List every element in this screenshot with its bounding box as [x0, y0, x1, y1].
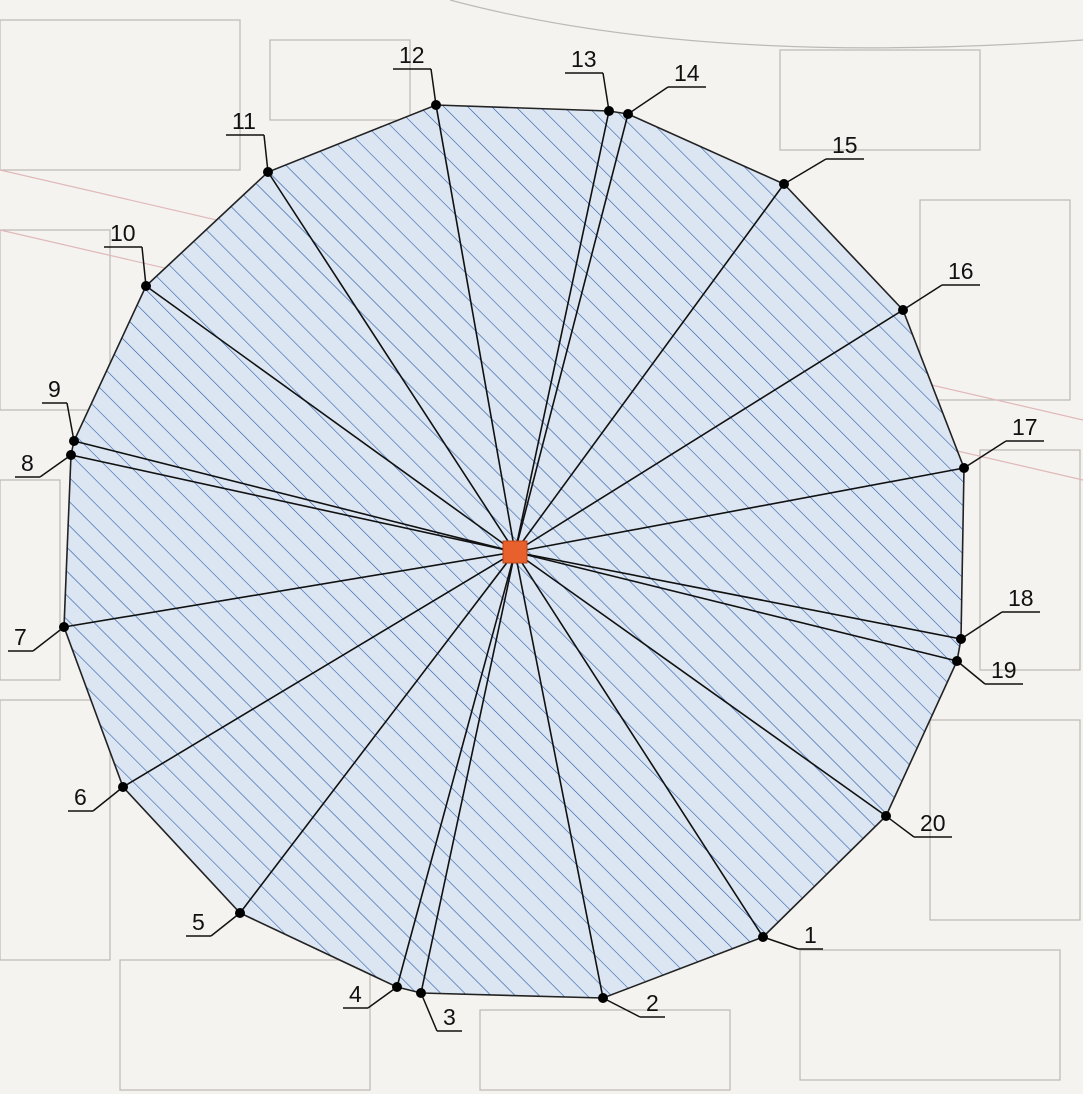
point [263, 167, 273, 177]
point-label: 19 [991, 657, 1017, 683]
ray [435, 104, 516, 553]
point [959, 463, 969, 473]
point-label: 6 [74, 784, 87, 810]
point-label: 12 [399, 42, 425, 68]
label-leader [210, 912, 241, 937]
point-label: 15 [832, 132, 858, 158]
point [956, 634, 966, 644]
point [623, 109, 633, 119]
label-leader [762, 936, 799, 950]
point-label: 14 [674, 60, 700, 86]
point [392, 982, 402, 992]
ray [514, 551, 887, 817]
label-leader [783, 158, 827, 185]
point-label: 5 [192, 909, 205, 935]
label-leader [39, 454, 72, 478]
point [431, 100, 441, 110]
point-label: 16 [948, 258, 974, 284]
label-leader [602, 997, 641, 1018]
point-label: 3 [443, 1004, 456, 1030]
point-label: 7 [14, 624, 27, 650]
point-label: 8 [21, 450, 34, 476]
ray [63, 551, 516, 628]
ray [145, 285, 516, 553]
label-leader [963, 440, 1007, 469]
label-leader [32, 626, 65, 652]
ray [396, 551, 516, 988]
ray [514, 551, 604, 999]
ray [514, 551, 764, 938]
point-label: 4 [349, 981, 362, 1007]
label-leader [92, 786, 124, 812]
point [141, 281, 151, 291]
label-leader [956, 660, 986, 685]
point [66, 450, 76, 460]
label-leader [367, 986, 398, 1009]
point-label: 17 [1012, 414, 1038, 440]
ray [514, 551, 958, 662]
label-leader [141, 246, 147, 287]
label-leader [627, 86, 669, 115]
point [118, 782, 128, 792]
point [604, 106, 614, 116]
point [881, 811, 891, 821]
point [952, 656, 962, 666]
label-leader [960, 611, 1003, 640]
ray [73, 440, 516, 553]
ray [514, 309, 904, 553]
point [758, 932, 768, 942]
label-leader [885, 815, 915, 838]
point [69, 436, 79, 446]
point-label: 18 [1008, 585, 1034, 611]
point [779, 179, 789, 189]
point-label: 9 [48, 376, 61, 402]
point-label: 13 [571, 46, 597, 72]
ray [70, 454, 516, 553]
label-leader [263, 134, 269, 173]
ray [267, 171, 516, 553]
ray [514, 113, 629, 553]
point [898, 305, 908, 315]
ray [514, 551, 962, 640]
ray [122, 551, 516, 788]
point [235, 908, 245, 918]
ray [514, 110, 610, 553]
point [416, 988, 426, 998]
label-leader [602, 72, 610, 112]
label-leader [430, 68, 437, 106]
zone [63, 104, 965, 999]
point [598, 993, 608, 1003]
center-marker [502, 540, 528, 564]
ray [239, 551, 516, 914]
label-leader [902, 284, 943, 311]
label-leader [420, 992, 438, 1032]
ray [420, 551, 516, 994]
point-label: 20 [920, 810, 946, 836]
point [59, 622, 69, 632]
point-label: 1 [804, 922, 817, 948]
point-label: 2 [646, 990, 659, 1016]
point-label: 11 [232, 108, 256, 134]
point-label: 10 [110, 220, 136, 246]
ray [514, 467, 965, 553]
ray [514, 183, 785, 553]
label-leader [66, 402, 75, 442]
